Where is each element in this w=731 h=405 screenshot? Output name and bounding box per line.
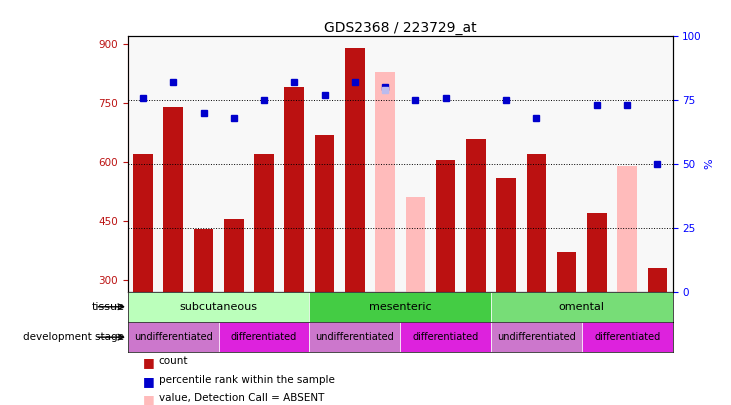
Text: mesenteric: mesenteric — [369, 302, 431, 312]
Bar — [617, 166, 637, 292]
Bar — [491, 292, 673, 322]
Bar — [164, 107, 183, 292]
Bar — [128, 322, 219, 352]
Text: undifferentiated: undifferentiated — [497, 332, 576, 342]
Bar — [315, 134, 334, 292]
Y-axis label: %: % — [705, 159, 715, 169]
Text: subcutaneous: subcutaneous — [180, 302, 258, 312]
Bar — [557, 252, 577, 292]
Bar — [375, 72, 395, 292]
Text: differentiated: differentiated — [231, 332, 298, 342]
Bar — [582, 322, 673, 352]
Bar — [401, 322, 491, 352]
Text: development stage: development stage — [23, 332, 124, 342]
Bar — [648, 268, 667, 292]
Text: differentiated: differentiated — [412, 332, 479, 342]
Bar — [254, 154, 274, 292]
Bar — [224, 219, 243, 292]
Bar — [526, 154, 546, 292]
Text: ■: ■ — [143, 375, 154, 388]
Bar — [436, 160, 455, 292]
Text: ■: ■ — [143, 393, 154, 405]
Bar — [587, 213, 607, 292]
Text: percentile rank within the sample: percentile rank within the sample — [159, 375, 335, 385]
Bar — [309, 292, 491, 322]
Bar — [309, 322, 401, 352]
Title: GDS2368 / 223729_at: GDS2368 / 223729_at — [324, 21, 477, 35]
Bar — [491, 322, 582, 352]
Bar — [128, 292, 309, 322]
Text: count: count — [159, 356, 188, 367]
Text: ■: ■ — [143, 356, 154, 369]
Bar — [345, 48, 365, 292]
Bar — [284, 87, 304, 292]
Text: undifferentiated: undifferentiated — [316, 332, 394, 342]
Text: omental: omental — [558, 302, 605, 312]
Bar — [466, 139, 485, 292]
Bar — [133, 154, 153, 292]
Text: undifferentiated: undifferentiated — [134, 332, 213, 342]
Bar — [219, 322, 309, 352]
Bar — [496, 178, 516, 292]
Bar — [194, 229, 213, 292]
Text: tissue: tissue — [91, 302, 124, 312]
Text: differentiated: differentiated — [594, 332, 660, 342]
Text: value, Detection Call = ABSENT: value, Detection Call = ABSENT — [159, 393, 324, 403]
Bar — [406, 197, 425, 292]
